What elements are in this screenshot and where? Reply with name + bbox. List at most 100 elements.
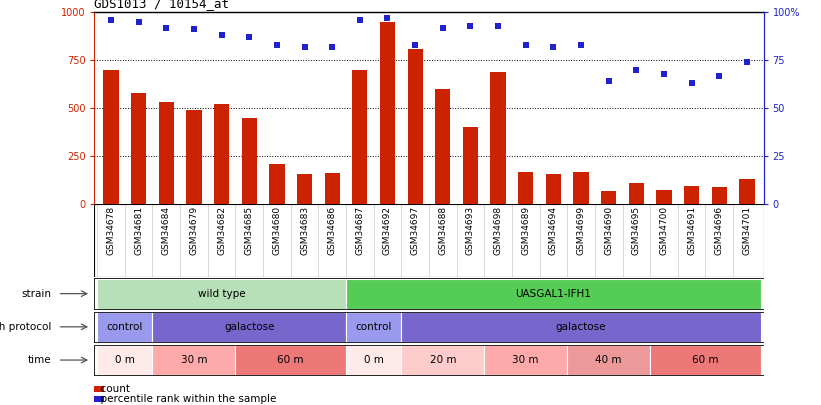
Bar [435, 89, 451, 204]
Text: GSM34681: GSM34681 [134, 206, 143, 255]
Point [381, 15, 394, 21]
Text: growth protocol: growth protocol [0, 322, 51, 332]
Bar [131, 93, 146, 204]
Text: GSM34684: GSM34684 [162, 206, 171, 255]
Bar [684, 186, 699, 204]
Text: 40 m: 40 m [595, 355, 622, 365]
Text: 30 m: 30 m [512, 355, 539, 365]
Point [436, 24, 449, 31]
FancyBboxPatch shape [97, 345, 153, 375]
Text: GSM34701: GSM34701 [742, 206, 751, 255]
Text: GDS1013 / 10154_at: GDS1013 / 10154_at [94, 0, 229, 10]
Text: GSM34682: GSM34682 [217, 206, 226, 255]
Bar [518, 173, 534, 204]
Text: GSM34678: GSM34678 [107, 206, 116, 255]
Text: GSM34680: GSM34680 [273, 206, 282, 255]
Point [547, 43, 560, 50]
FancyBboxPatch shape [401, 312, 761, 342]
Text: galactose: galactose [224, 322, 274, 332]
FancyBboxPatch shape [346, 312, 401, 342]
Bar [656, 190, 672, 204]
Bar [463, 127, 478, 204]
Bar [546, 175, 561, 204]
Bar [573, 173, 589, 204]
Point [187, 26, 200, 33]
Point [243, 34, 256, 40]
Bar [269, 164, 285, 204]
Point [741, 59, 754, 65]
Text: control: control [355, 322, 392, 332]
Point [602, 78, 615, 85]
FancyBboxPatch shape [236, 345, 346, 375]
Point [464, 22, 477, 29]
Bar [712, 187, 727, 204]
Bar [740, 179, 754, 204]
FancyBboxPatch shape [97, 279, 346, 309]
Point [519, 42, 532, 48]
Text: 60 m: 60 m [692, 355, 718, 365]
Text: GSM34696: GSM34696 [715, 206, 724, 255]
FancyBboxPatch shape [346, 345, 401, 375]
Point [104, 17, 117, 23]
Bar [490, 72, 506, 204]
FancyBboxPatch shape [650, 345, 761, 375]
Text: 0 m: 0 m [115, 355, 135, 365]
Point [160, 24, 173, 31]
Bar [380, 22, 395, 204]
Text: GSM34687: GSM34687 [355, 206, 365, 255]
Bar [214, 104, 229, 204]
Point [409, 42, 422, 48]
Bar [352, 70, 368, 204]
Point [215, 32, 228, 38]
Text: GSM34690: GSM34690 [604, 206, 613, 255]
Point [713, 72, 726, 79]
Bar [407, 49, 423, 204]
Text: GSM34688: GSM34688 [438, 206, 447, 255]
Text: GSM34686: GSM34686 [328, 206, 337, 255]
Point [658, 70, 671, 77]
Text: GSM34691: GSM34691 [687, 206, 696, 255]
Text: time: time [27, 355, 51, 365]
Text: 0 m: 0 m [364, 355, 383, 365]
FancyBboxPatch shape [346, 279, 761, 309]
Bar [297, 175, 312, 204]
Text: GSM34683: GSM34683 [300, 206, 309, 255]
Text: 60 m: 60 m [277, 355, 304, 365]
Text: 30 m: 30 m [181, 355, 207, 365]
Point [132, 19, 145, 25]
Text: strain: strain [21, 289, 51, 298]
Point [685, 80, 698, 86]
Bar [629, 183, 644, 204]
FancyBboxPatch shape [484, 345, 567, 375]
Text: 20 m: 20 m [429, 355, 456, 365]
Point [575, 42, 588, 48]
Text: GSM34699: GSM34699 [576, 206, 585, 255]
Bar [324, 173, 340, 204]
Point [270, 42, 283, 48]
Text: GSM34697: GSM34697 [410, 206, 420, 255]
Text: GSM34698: GSM34698 [493, 206, 502, 255]
Text: GSM34692: GSM34692 [383, 206, 392, 255]
FancyBboxPatch shape [401, 345, 484, 375]
Text: percentile rank within the sample: percentile rank within the sample [94, 394, 277, 404]
Text: wild type: wild type [198, 289, 245, 298]
Text: GSM34695: GSM34695 [632, 206, 641, 255]
Point [298, 43, 311, 50]
Bar [103, 70, 118, 204]
FancyBboxPatch shape [153, 312, 346, 342]
FancyBboxPatch shape [153, 345, 236, 375]
Text: GSM34700: GSM34700 [659, 206, 668, 255]
Text: count: count [94, 384, 131, 394]
Text: UASGAL1-IFH1: UASGAL1-IFH1 [516, 289, 591, 298]
Bar [186, 110, 202, 204]
Text: GSM34679: GSM34679 [190, 206, 199, 255]
FancyBboxPatch shape [567, 345, 650, 375]
Text: GSM34689: GSM34689 [521, 206, 530, 255]
FancyBboxPatch shape [97, 312, 153, 342]
Text: GSM34693: GSM34693 [466, 206, 475, 255]
Point [492, 22, 505, 29]
Point [630, 66, 643, 73]
Point [326, 43, 339, 50]
Point [353, 17, 366, 23]
Text: galactose: galactose [556, 322, 606, 332]
